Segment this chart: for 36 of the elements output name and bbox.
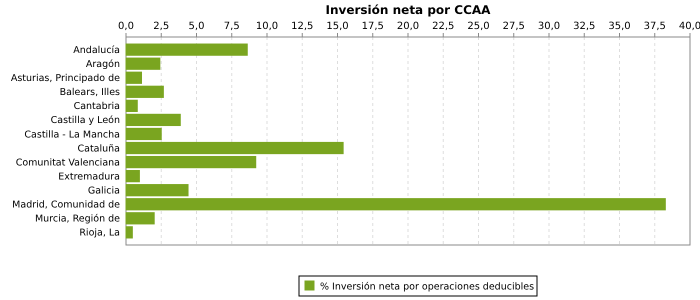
bar [126,156,256,168]
x-tick-label: 35,0 [608,21,631,32]
x-tick-label: 15,0 [326,21,349,32]
x-tick-label: 12,5 [291,21,314,32]
x-tick-label: 25,0 [467,21,490,32]
y-tick-label: Asturias, Principado de [10,73,120,84]
y-tick-label: Castilla y León [50,115,120,126]
bar [126,142,344,154]
y-tick-label: Cantabria [74,101,120,112]
y-tick-label: Aragón [86,59,120,70]
x-tick-label: 37,5 [644,21,666,32]
bar [126,128,162,140]
y-tick-label: Murcia, Región de [34,214,120,225]
y-tick-label: Andalucía [73,44,120,56]
x-tick-label: 27,5 [502,21,525,32]
x-tick-label: 10,0 [256,21,278,32]
y-tick-label: Rioja, La [79,228,120,239]
y-tick-label: Cataluña [77,143,120,154]
x-tick-label: 2,5 [153,21,170,32]
y-tick-label: Madrid, Comunidad de [12,200,120,211]
x-tick-label: 5,0 [188,21,204,32]
x-tick-label: 7,5 [224,21,240,32]
chart-title: Inversión neta por CCAA [326,3,492,17]
x-tick-label: 17,5 [362,21,384,32]
x-tick-label: 32,5 [573,21,596,32]
legend-label: % Inversión neta por operaciones deducibles [320,281,534,292]
y-tick-label: Balears, Illes [60,87,120,98]
y-tick-label: Extremadura [58,171,120,182]
x-tick-label: 0,0 [118,21,134,32]
y-tick-label: Comunitat Valenciana [16,157,120,168]
x-tick-label: 20,0 [396,21,420,32]
x-tick-label: 30,0 [538,21,560,32]
bar [126,114,181,126]
y-tick-label: Galicia [88,186,120,197]
x-tick-label: 22,5 [432,21,454,32]
y-tick-label: Castilla - La Mancha [24,129,120,140]
